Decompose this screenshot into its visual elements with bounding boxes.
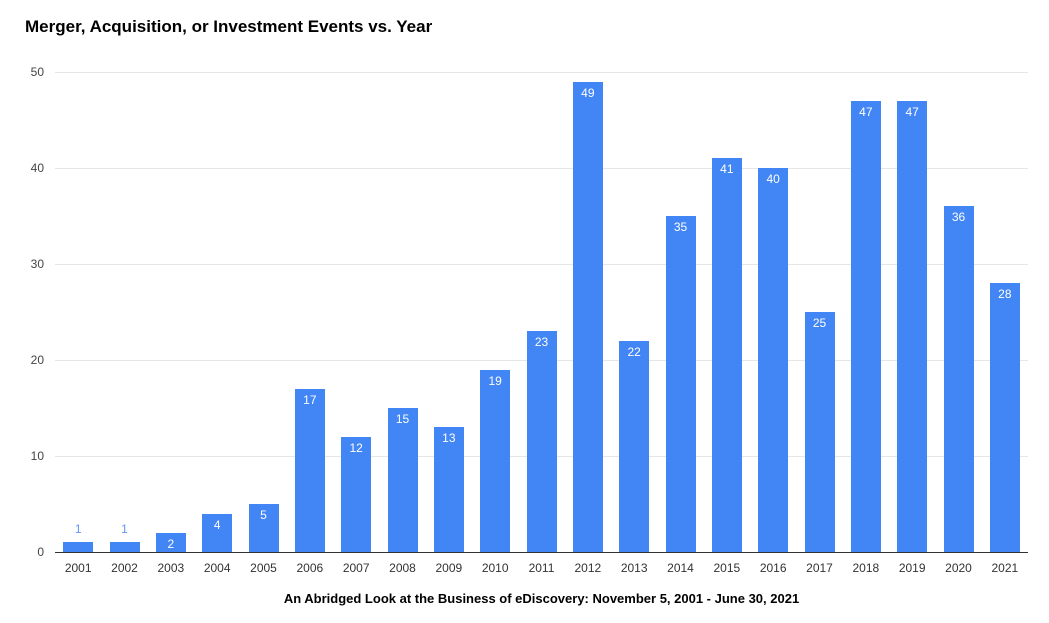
bar-2008[interactable]: 15 [387,408,418,552]
x-axis-label: 2019 [898,561,926,575]
bar-value-label: 36 [951,210,966,225]
bar-value-label: 13 [442,431,456,446]
bar-value-label: 19 [488,373,502,388]
bar-2011[interactable]: 23 [526,331,557,552]
bar-2014[interactable]: 35 [665,216,696,552]
bar-2010[interactable]: 19 [480,369,511,552]
bar-2012[interactable]: 49 [572,81,603,552]
bar-2001[interactable] [63,542,94,552]
x-axis-label: 2003 [157,561,185,575]
bar-2007[interactable]: 12 [341,436,372,552]
gridline [55,264,1028,265]
y-axis-tick-label: 0 [37,545,44,559]
plot-area: 0 10 20 30 40 50 1 2001 1 2002 2 2003 4 2004 5 2005 17 20… [31,65,1028,575]
y-axis-tick-label: 40 [30,161,44,175]
bar-2019[interactable]: 47 [897,100,928,552]
x-axis-label: 2014 [667,561,694,575]
chart-title: Merger, Acquisition, or Investment Event… [25,17,433,36]
x-axis-label: 2013 [620,561,648,575]
x-axis-label: 2011 [528,561,555,575]
x-axis-label: 2005 [250,561,277,575]
bar-value-label: 47 [905,104,919,119]
x-axis-label: 2021 [991,561,1019,575]
bar-value-label: 12 [349,440,363,455]
bar-value-label: 25 [812,316,827,330]
x-axis-label: 2015 [713,561,741,575]
x-axis-label: 2006 [296,561,324,575]
bar-value-label: 15 [395,412,410,426]
x-axis-label: 2008 [389,561,416,575]
x-axis-label: 2010 [481,561,509,575]
y-axis-tick-label: 30 [30,257,44,271]
chart-subtitle: An Abridged Look at the Business of eDis… [283,591,800,606]
bar-2020[interactable]: 36 [943,206,974,552]
y-axis-tick-label: 10 [30,449,44,463]
bar-value-label: 5 [260,508,267,522]
x-axis-label: 2020 [945,561,972,575]
bar-value-label: 22 [627,344,641,359]
x-axis-label: 2004 [203,561,231,575]
x-axis-label: 2017 [806,561,833,575]
x-axis-label: 2002 [111,561,138,575]
y-axis-tick-label: 50 [30,65,44,79]
bar-2013[interactable]: 22 [619,340,650,552]
bar-value-label: 28 [998,287,1012,302]
gridline [55,72,1028,73]
bar-2002[interactable] [109,542,140,552]
bar-2005[interactable]: 5 [248,504,279,552]
bar-value-label: 17 [303,392,317,407]
x-axis-label: 2018 [852,561,880,575]
bar-2016[interactable]: 40 [758,168,789,552]
bar-2021[interactable]: 28 [989,283,1020,552]
x-axis-label: 2016 [759,561,787,575]
bar-value-label: 40 [766,172,780,186]
bar-2009[interactable]: 13 [433,427,464,552]
bar-2018[interactable]: 47 [850,100,881,552]
x-axis-label: 2009 [435,561,463,575]
bar-2006[interactable]: 17 [294,388,325,552]
bar-2003[interactable]: 2 [155,532,186,552]
bar-2004[interactable]: 4 [202,513,233,552]
bar-value-label: 23 [534,335,549,350]
bar-value-label: 1 [74,522,82,537]
bar-value-label: 49 [581,85,595,100]
bar-2015[interactable]: 41 [711,158,742,552]
x-axis-label: 2007 [342,561,370,575]
bar-2017[interactable]: 25 [804,312,835,552]
x-axis-label: 2001 [64,561,92,575]
bar-value-label: 47 [859,104,873,119]
gridline [55,168,1028,169]
bar-value-label: 2 [167,536,175,551]
bar-value-label: 41 [720,162,734,177]
bar-value-label: 4 [213,517,221,532]
bar-value-label: 35 [673,220,688,234]
y-axis-tick-label: 20 [30,353,44,367]
bar-value-label: 1 [121,522,128,537]
x-axis-label: 2012 [574,561,602,575]
